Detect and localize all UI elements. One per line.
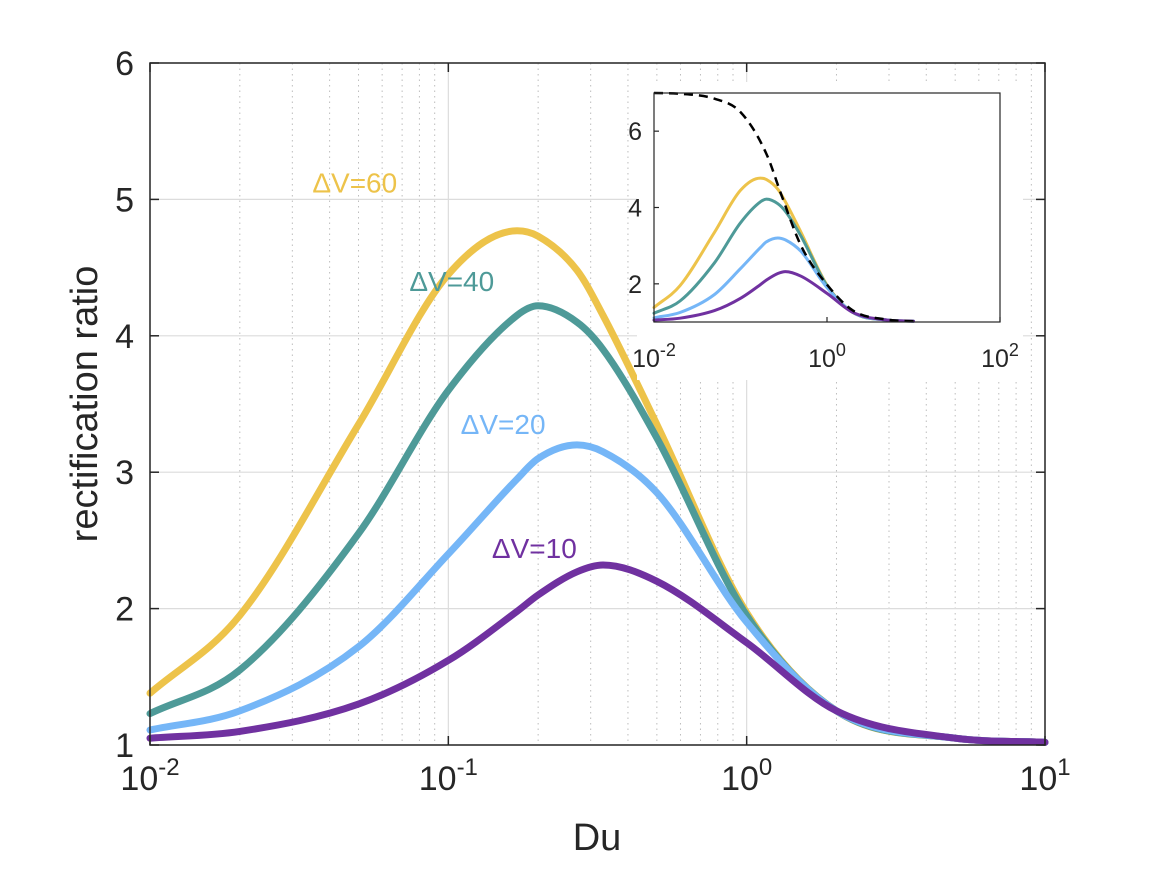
y-tick-label: 5 [115, 181, 134, 219]
x-tick-label: 100 [721, 754, 772, 798]
x-axis-title: Du [573, 817, 622, 859]
x-tick-label: 101 [1019, 754, 1070, 798]
y-tick-label: 1 [115, 727, 134, 765]
main-series-labels: ΔV=60 ΔV=40 ΔV=20 ΔV=10 [312, 168, 576, 565]
inset-series-lines [652, 91, 915, 323]
series-label-ΔV=40: ΔV=40 [409, 266, 494, 297]
series-label-ΔV=20: ΔV=20 [461, 409, 546, 440]
series-label-ΔV=60: ΔV=60 [312, 168, 397, 199]
inset-ticks: 10-2 100 102 2 4 6 [628, 118, 1019, 373]
inset-envelope-line [653, 91, 914, 323]
inset-y-tick-label: 6 [628, 118, 642, 146]
inset-plot: 10-2 100 102 2 4 6 [628, 82, 1023, 380]
main-axes-box [149, 62, 1046, 746]
inset-series-line-ΔV=10 [652, 270, 915, 323]
y-tick-label: 2 [115, 591, 134, 629]
y-tick-label: 6 [115, 45, 134, 83]
inset-y-tick-label: 4 [628, 195, 642, 223]
y-tick-label: 3 [115, 454, 134, 492]
y-axis-title: rectification ratio [64, 266, 106, 543]
series-label-ΔV=10: ΔV=10 [492, 533, 577, 564]
main-ticks: 10-2 10-1 100 101 1 2 3 4 5 6 [115, 45, 1071, 798]
x-tick-label: 10-2 [120, 754, 179, 798]
main-series-lines [146, 227, 1049, 746]
x-tick-label: 10-1 [419, 754, 478, 798]
inset-y-tick-label: 2 [628, 271, 642, 299]
y-tick-label: 4 [115, 318, 134, 356]
series-line-ΔV=10 [146, 561, 1049, 746]
inset-x-tick-label: 10-2 [632, 340, 676, 373]
inset-x-tick-label: 100 [808, 340, 846, 373]
inset-x-tick-label: 102 [981, 340, 1019, 373]
